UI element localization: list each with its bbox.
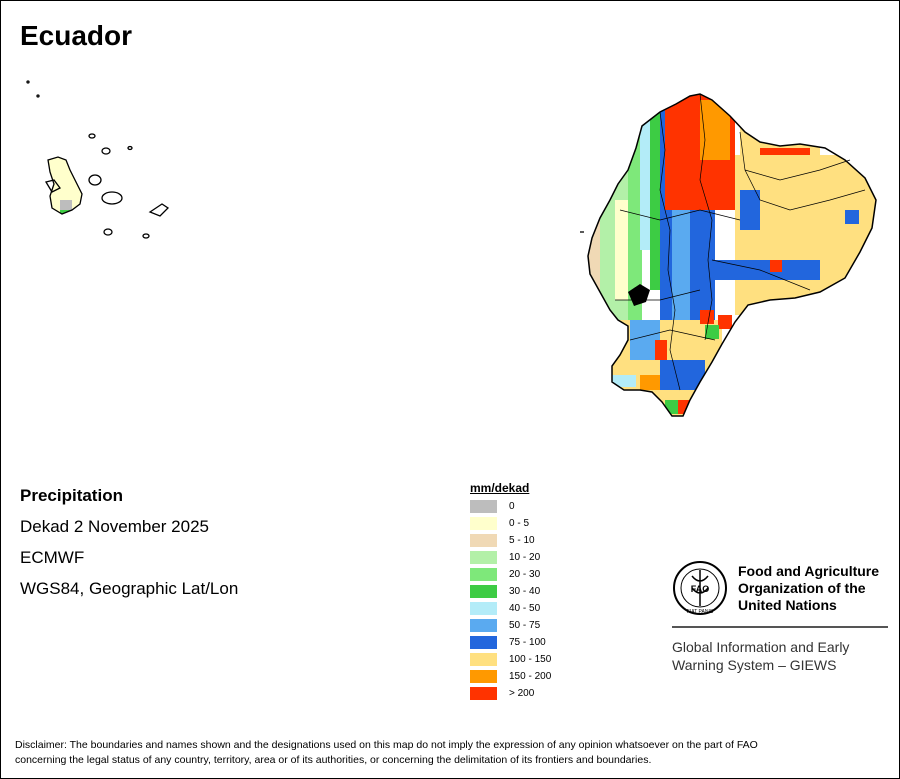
legend-item: 5 - 10 [470,532,551,549]
legend: mm/dekad 0 0 - 5 5 - 10 10 - 20 20 - 30 30 - … [470,481,551,702]
legend-item: 0 [470,498,551,515]
legend-swatch [470,568,497,581]
giews-label: Global Information and Early Warning Sys… [672,638,888,674]
gulf-feature [628,284,650,306]
legend-rows: 0 0 - 5 5 - 10 10 - 20 20 - 30 30 - 40 40 - 50… [470,498,551,702]
projection-label: WGS84, Geographic Lat/Lon [20,579,239,598]
fao-branding: FAO FIAT PANIS Food and Agriculture Orga… [672,560,888,674]
legend-swatch [470,670,497,683]
legend-label: 75 - 100 [509,637,546,648]
legend-item: 10 - 20 [470,549,551,566]
fao-logo-motto: FIAT PANIS [687,609,714,615]
giews-line2: Warning System – GIEWS [672,657,837,673]
legend-item: 40 - 50 [470,600,551,617]
legend-item: 75 - 100 [470,634,551,651]
legend-label: 100 - 150 [509,654,552,665]
fao-logo-text: FAO [691,584,710,594]
disclaimer: Disclaimer: The boundaries and names sho… [15,738,885,768]
disclaimer-line1: Disclaimer: The boundaries and names sho… [15,739,758,751]
legend-swatch [470,517,497,530]
legend-label: > 200 [509,688,535,699]
legend-item: 150 - 200 [470,668,551,685]
legend-swatch [470,534,497,547]
giews-line1: Global Information and Early [672,639,850,655]
fao-name-line2: Organization of the [738,579,866,596]
legend-swatch [470,687,497,700]
map-info: Precipitation Dekad 2 November 2025 ECMW… [20,486,238,610]
fao-name-line1: Food and Agriculture [738,562,880,579]
province-boundaries [615,93,866,391]
fao-name-line3: United Nations [738,596,837,613]
legend-swatch [470,636,497,649]
period-label: Dekad 2 November 2025 [20,517,210,536]
legend-label: 20 - 30 [509,569,541,580]
fao-logo-block: FAO FIAT PANIS Food and Agriculture Orga… [672,560,888,616]
ecuador-border [587,93,877,417]
fao-name: Food and Agriculture Organization of the… [738,563,879,614]
legend-item: 0 - 5 [470,515,551,532]
legend-label: 0 - 5 [509,518,530,529]
legend-swatch [470,619,497,632]
legend-item: 50 - 75 [470,617,551,634]
legend-item: 100 - 150 [470,651,551,668]
legend-item: 30 - 40 [470,583,551,600]
galapagos-islands [26,80,584,239]
legend-label: 40 - 50 [509,603,541,614]
fao-logo-icon: FAO FIAT PANIS [673,561,727,615]
disclaimer-line2: concerning the legal status of any count… [15,754,652,766]
legend-label: 50 - 75 [509,620,541,631]
legend-swatch [470,551,497,564]
fao-divider [672,626,888,628]
legend-item: 20 - 30 [470,566,551,583]
legend-label: 5 - 10 [509,535,535,546]
legend-label: 0 [509,501,515,512]
source-label: ECMWF [20,548,85,567]
legend-swatch [470,500,497,513]
variable-label: Precipitation [20,486,123,505]
legend-label: 150 - 200 [509,671,552,682]
legend-swatch [470,602,497,615]
legend-swatch [470,585,497,598]
legend-title: mm/dekad [470,481,530,495]
map-title: Ecuador [20,20,133,51]
ecuador-precip-grid [588,94,876,416]
legend-swatch [470,653,497,666]
legend-label: 30 - 40 [509,586,541,597]
precipitation-map [26,80,877,417]
legend-item: > 200 [470,685,551,702]
legend-label: 10 - 20 [509,552,541,563]
